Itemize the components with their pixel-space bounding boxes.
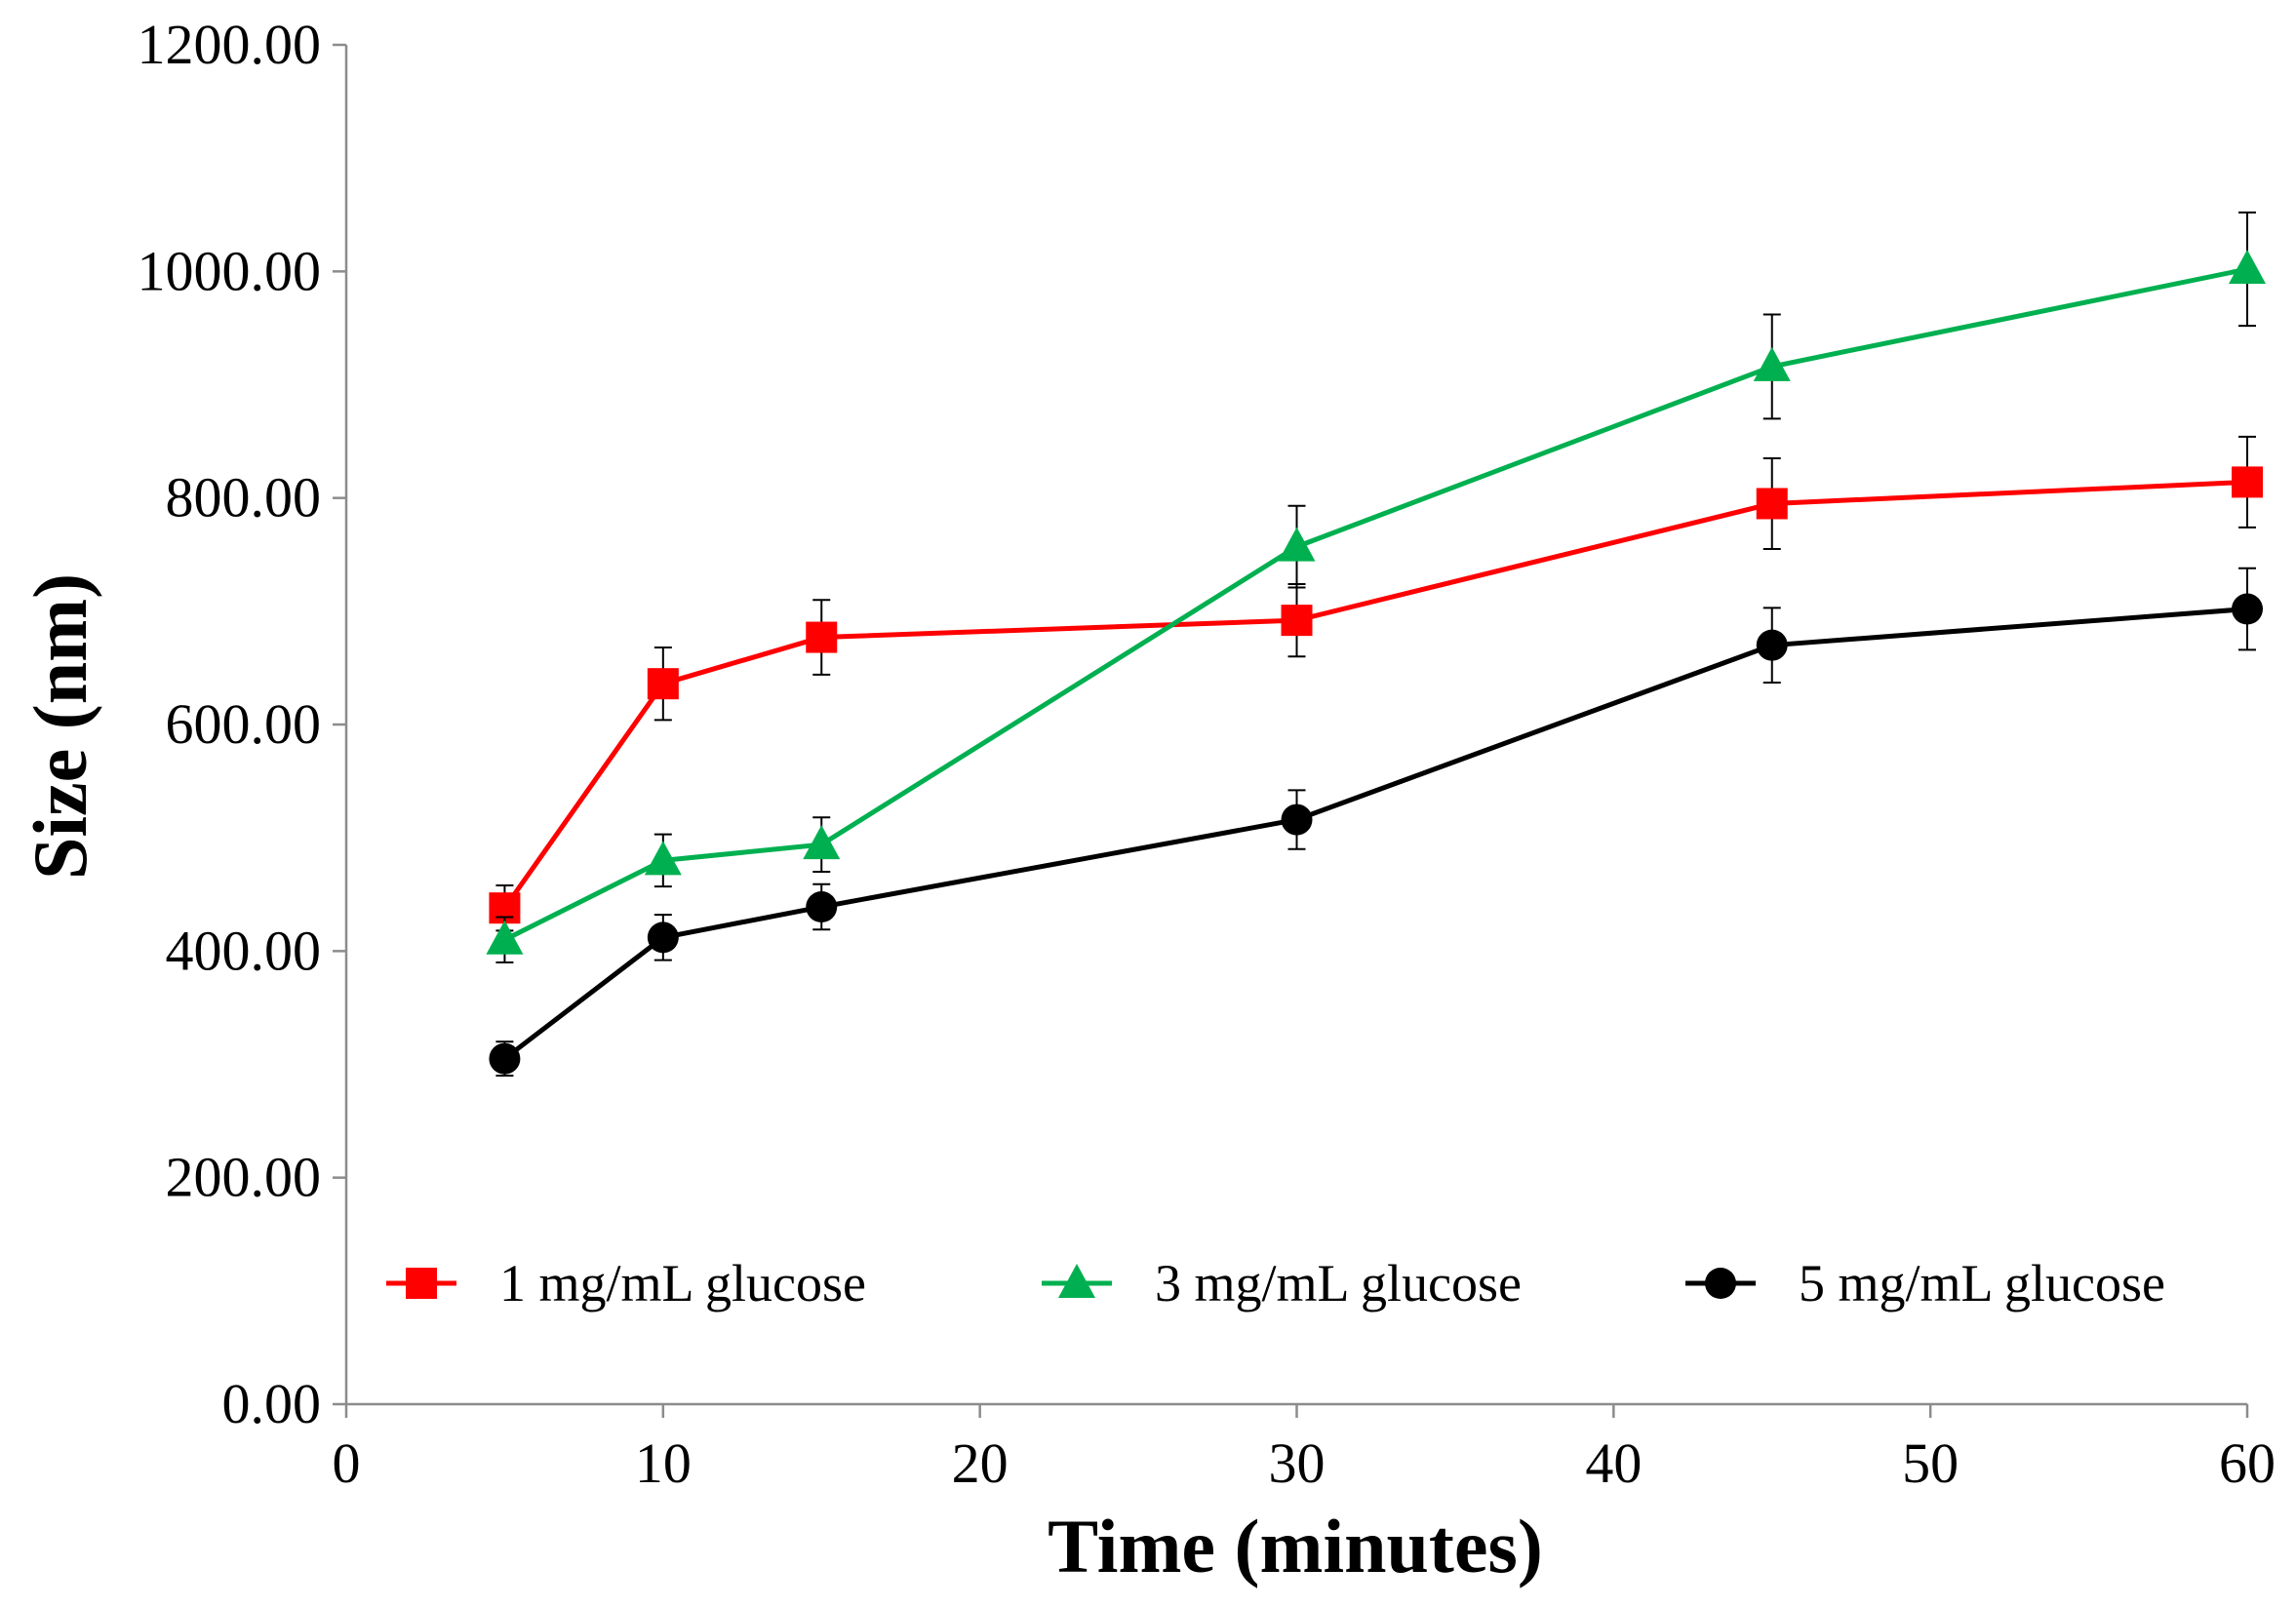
x-tick-label: 20: [952, 1431, 1009, 1495]
series-line: [502, 607, 2248, 1061]
data-point-triangle: [2229, 250, 2266, 285]
data-point-square: [1756, 488, 1788, 520]
x-tick-label: 60: [2219, 1431, 2276, 1495]
data-point-square: [806, 621, 838, 653]
x-tick-label: 10: [635, 1431, 692, 1495]
data-point-square: [647, 668, 679, 700]
legend-marker: [406, 1268, 437, 1299]
series-3: [489, 567, 2263, 1078]
data-point-circle: [1281, 804, 1313, 836]
legend-marker: [1058, 1264, 1095, 1298]
legend-marker: [1705, 1268, 1736, 1299]
y-tick-label: 1000.00: [138, 239, 322, 302]
series-line: [502, 479, 2248, 910]
y-tick-label: 1200.00: [138, 13, 322, 76]
legend-label: 3 mg/mL glucose: [1155, 1254, 1522, 1313]
x-tick-label: 30: [1269, 1431, 1326, 1495]
x-tick-label: 0: [333, 1431, 361, 1495]
y-axis-title: Size (nm): [18, 573, 102, 880]
series-line: [503, 266, 2248, 942]
data-point-triangle: [1753, 346, 1791, 381]
series-1: [489, 435, 2263, 932]
data-point-circle: [489, 1042, 521, 1075]
y-tick-label: 0.00: [222, 1372, 322, 1435]
legend: 1 mg/mL glucose 3 mg/mL glucose 5 mg/mL gl…: [386, 1254, 2165, 1313]
x-axis-title: Time (minutes): [1048, 1504, 1543, 1588]
legend-label: 5 mg/mL glucose: [1799, 1254, 2165, 1313]
x-tick-label: 50: [1902, 1431, 1959, 1495]
ticks: 0.00 200.00 400.00 600.00 800.00 1000.00 1200.…: [138, 13, 2276, 1495]
data-point-triangle: [803, 825, 841, 860]
y-tick-label: 600.00: [166, 692, 322, 756]
x-tick-label: 40: [1585, 1431, 1642, 1495]
legend-item-3: 5 mg/mL glucose: [1685, 1254, 2165, 1313]
data-point-circle: [1756, 629, 1788, 661]
data-point-circle: [647, 921, 679, 954]
data-point-triangle: [486, 920, 524, 955]
y-tick-label: 200.00: [166, 1146, 322, 1209]
data-point-triangle: [644, 841, 682, 876]
data-point-square: [2232, 466, 2263, 498]
data-point-square: [1281, 605, 1313, 637]
data-point-triangle: [1278, 527, 1316, 562]
data-point-circle: [806, 891, 838, 923]
legend-item-1: 1 mg/mL glucose: [386, 1254, 866, 1313]
series-layer: [486, 211, 2266, 1078]
data-point-circle: [2232, 593, 2263, 625]
series-2: [486, 211, 2266, 963]
legend-label: 1 mg/mL glucose: [499, 1254, 866, 1313]
y-tick-label: 800.00: [166, 466, 322, 529]
y-tick-label: 400.00: [166, 919, 322, 982]
legend-item-2: 3 mg/mL glucose: [1042, 1254, 1522, 1313]
